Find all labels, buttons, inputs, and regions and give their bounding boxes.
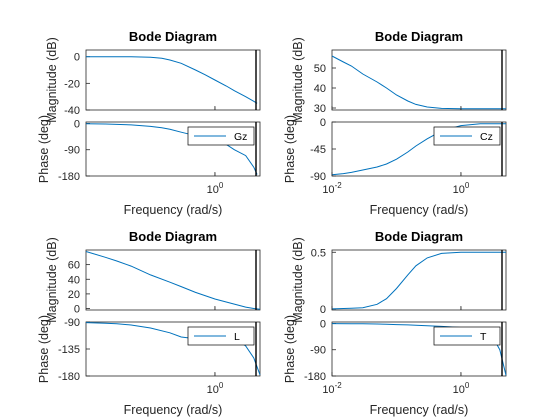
chart3-mag-ytick-label: 60 <box>68 260 80 272</box>
chart2-series-Cz-magnitude <box>331 55 506 110</box>
chart2-phase-ytick-label: -45 <box>310 144 326 156</box>
chart2-legend-label: Cz <box>480 131 493 143</box>
chart4-series-T-magnitude <box>331 251 506 310</box>
chart1-xtick-label: 100 <box>207 181 224 196</box>
chart1-legend-label: Gz <box>234 131 247 143</box>
chart1-xlabel: Frequency (rad/s) <box>124 203 223 217</box>
chart2-mag-ylabel: Magnitude (dB) <box>291 37 305 122</box>
chart1-series-Gz-magnitude <box>86 56 258 104</box>
chart4-mag-ytick-label: 0.5 <box>311 247 326 259</box>
chart3-title: Bode Diagram <box>129 229 217 244</box>
chart4-phase-ytick-label: 0 <box>320 318 326 330</box>
chart3-legend-label: L <box>234 331 240 343</box>
chart3-series-L-phase <box>85 322 261 375</box>
chart3-magnitude-axes-frame <box>85 249 261 311</box>
chart1-phase-ylabel: Phase (deg) <box>37 115 51 183</box>
chart3-phase-ytick-label: -180 <box>58 371 80 383</box>
chart4-title: Bode Diagram <box>375 229 463 244</box>
chart1-magnitude-axes-frame <box>85 49 261 111</box>
chart3-mag-ytick-label: 40 <box>68 274 80 286</box>
chart1-mag-ylabel: Magnitude (dB) <box>45 37 59 122</box>
chart1-mag-ytick-label: 0 <box>74 52 80 64</box>
chart1-phase-ytick-label: -180 <box>58 171 80 183</box>
chart1-title: Bode Diagram <box>129 29 217 44</box>
chart3-phase-ytick-label: -90 <box>64 317 80 329</box>
chart2-phase-ytick-label: 0 <box>320 117 326 129</box>
chart1-mag-ytick-label: -40 <box>64 105 80 117</box>
chart4-magnitude-axes-frame <box>331 249 507 311</box>
chart4-mag-ylabel: Magnitude (dB) <box>291 237 305 322</box>
chart2-xtick-label: 10-2 <box>322 181 342 196</box>
chart1-phase-ytick-label: 0 <box>74 118 80 130</box>
chart4-phase-ytick-label: -180 <box>304 371 326 383</box>
chart2-mag-ytick-label: 40 <box>314 83 326 95</box>
chart2-xtick-label: 100 <box>453 181 470 196</box>
chart4-phase-ylabel: Phase (deg) <box>283 315 297 383</box>
chart3-xtick-label: 100 <box>207 381 224 396</box>
chart3-mag-ytick-label: 20 <box>68 289 80 301</box>
chart2-series-Cz-phase <box>331 123 506 176</box>
chart4-legend-label: T <box>480 331 487 343</box>
chart2-xlabel: Frequency (rad/s) <box>370 203 469 217</box>
chart2-mag-ytick-label: 50 <box>314 63 326 75</box>
chart3-mag-ylabel: Magnitude (dB) <box>45 237 59 322</box>
chart2-phase-ytick-label: -90 <box>310 171 326 183</box>
chart4-xtick-label: 100 <box>453 381 470 396</box>
chart2-title: Bode Diagram <box>375 29 463 44</box>
chart2-phase-ylabel: Phase (deg) <box>283 115 297 183</box>
chart3-xlabel: Frequency (rad/s) <box>124 403 223 417</box>
chart4-mag-ytick-label: 0 <box>320 304 326 316</box>
chart3-phase-ylabel: Phase (deg) <box>37 315 51 383</box>
chart2-mag-ytick-label: 30 <box>314 103 326 115</box>
chart3-series-L-magnitude <box>85 251 261 310</box>
chart3-mag-ytick-label: 0 <box>74 304 80 316</box>
chart1-phase-axes-frame <box>85 121 261 177</box>
chart3-phase-ytick-label: -135 <box>58 344 80 356</box>
chart1-phase-ytick-label: -90 <box>64 145 80 157</box>
chart4-phase-ytick-label: -90 <box>310 345 326 357</box>
chart4-phase-axes-frame <box>331 321 507 377</box>
chart2-magnitude-axes-frame <box>331 49 507 111</box>
chart4-xlabel: Frequency (rad/s) <box>370 403 469 417</box>
chart1-mag-ytick-label: -20 <box>64 78 80 90</box>
chart4-xtick-label: 10-2 <box>322 381 342 396</box>
